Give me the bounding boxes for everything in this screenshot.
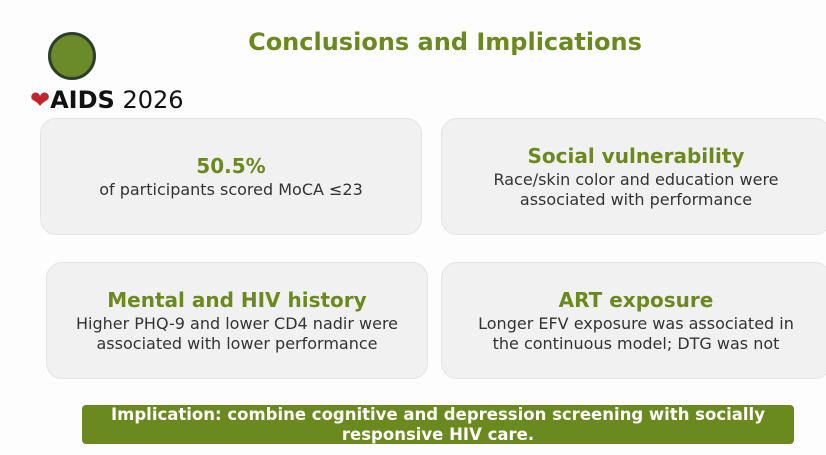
card-text: of participants scored MoCA ≤23 xyxy=(99,179,363,199)
brand: ❤AIDS 2026 xyxy=(30,86,184,114)
brand-year: 2026 xyxy=(122,86,184,114)
card-text: Longer EFV exposure was associated in th… xyxy=(478,313,794,353)
card-title: ART exposure xyxy=(558,287,714,312)
brand-name: AIDS xyxy=(50,86,115,114)
card: Mental and HIV history Higher PHQ-9 and l… xyxy=(46,262,428,379)
title: Conclusions and Implications xyxy=(248,28,642,56)
card-title: 50.5% xyxy=(196,153,266,178)
card-title: Mental and HIV history xyxy=(107,287,367,312)
implication-banner: Implication: combine cognitive and depre… xyxy=(82,405,794,444)
card-title: Social vulnerability xyxy=(527,143,745,168)
card: ART exposure Longer EFV exposure was asso… xyxy=(441,262,826,379)
card-text: Race/skin color and education were assoc… xyxy=(493,169,779,209)
logo xyxy=(48,32,96,80)
card-text: Higher PHQ-9 and lower CD4 nadir were as… xyxy=(75,313,399,353)
card: 50.5% of participants scored MoCA ≤23 xyxy=(40,118,422,235)
card: Social vulnerability Race/skin color and … xyxy=(441,118,826,235)
